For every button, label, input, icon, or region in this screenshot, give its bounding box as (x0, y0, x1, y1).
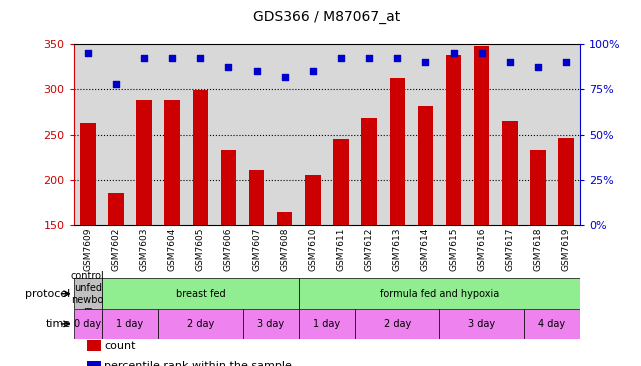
Text: GSM7612: GSM7612 (365, 228, 374, 271)
Point (561, 59, 571, 65)
Point (449, 50, 459, 56)
FancyBboxPatch shape (440, 309, 524, 339)
Point (533, 64, 543, 70)
Text: GSM7617: GSM7617 (505, 228, 514, 271)
Text: count: count (104, 340, 136, 351)
Text: GSM7603: GSM7603 (140, 228, 149, 271)
Bar (221, 150, 236, 361)
Bar (362, 118, 377, 361)
Bar (108, 193, 124, 361)
Text: breast fed: breast fed (176, 289, 225, 299)
FancyBboxPatch shape (355, 309, 440, 339)
Text: GSM7611: GSM7611 (337, 228, 345, 271)
Text: percentile rank within the sample: percentile rank within the sample (104, 361, 292, 366)
Text: GSM7602: GSM7602 (112, 228, 121, 271)
Text: protocol: protocol (25, 289, 71, 299)
Bar (192, 90, 208, 361)
Text: GSM7615: GSM7615 (449, 228, 458, 271)
Text: GSM7605: GSM7605 (196, 228, 205, 271)
Point (111, 81, 121, 87)
Point (336, 56, 346, 61)
FancyBboxPatch shape (74, 309, 102, 339)
Text: GSM7609: GSM7609 (83, 228, 92, 271)
Text: GSM7606: GSM7606 (224, 228, 233, 271)
Text: 1 day: 1 day (117, 319, 144, 329)
Text: control
unfed
newbo
rn: control unfed newbo rn (71, 271, 104, 316)
Point (251, 68, 262, 74)
Point (279, 74, 290, 79)
Text: 3 day: 3 day (468, 319, 495, 329)
Text: 4 day: 4 day (538, 319, 565, 329)
Text: GSM7618: GSM7618 (533, 228, 542, 271)
Point (392, 56, 403, 61)
Bar (249, 170, 264, 361)
Text: GSM7604: GSM7604 (168, 228, 177, 271)
Bar (333, 139, 349, 361)
FancyBboxPatch shape (242, 309, 299, 339)
Text: 3 day: 3 day (257, 319, 284, 329)
FancyBboxPatch shape (158, 309, 242, 339)
Bar (80, 123, 96, 361)
Point (504, 59, 515, 65)
Bar (474, 46, 489, 361)
Text: GSM7616: GSM7616 (477, 228, 486, 271)
FancyBboxPatch shape (524, 309, 580, 339)
Point (308, 68, 318, 74)
Point (83, 50, 93, 56)
Text: formula fed and hypoxia: formula fed and hypoxia (380, 289, 499, 299)
Point (476, 50, 487, 56)
Bar (390, 78, 405, 361)
Bar (530, 150, 545, 361)
Bar (277, 212, 292, 361)
Text: 2 day: 2 day (187, 319, 214, 329)
Text: GSM7608: GSM7608 (280, 228, 289, 271)
FancyBboxPatch shape (102, 278, 299, 309)
Point (167, 56, 178, 61)
Bar (558, 138, 574, 361)
Point (420, 59, 431, 65)
Text: 1 day: 1 day (313, 319, 340, 329)
Bar (305, 175, 320, 361)
Bar (165, 100, 180, 361)
Text: GSM7619: GSM7619 (562, 228, 570, 271)
FancyBboxPatch shape (74, 278, 102, 309)
Text: 0 day: 0 day (74, 319, 101, 329)
Text: GDS366 / M87067_at: GDS366 / M87067_at (253, 10, 401, 24)
Point (364, 56, 374, 61)
Text: GSM7614: GSM7614 (421, 228, 430, 271)
Bar (137, 100, 152, 361)
Text: 2 day: 2 day (383, 319, 411, 329)
Point (223, 64, 233, 70)
Point (195, 56, 205, 61)
Bar (445, 55, 462, 361)
Text: GSM7613: GSM7613 (393, 228, 402, 271)
Point (139, 56, 149, 61)
Text: time: time (46, 319, 71, 329)
FancyBboxPatch shape (299, 278, 580, 309)
Bar (418, 105, 433, 361)
Bar (502, 121, 517, 361)
Text: GSM7610: GSM7610 (308, 228, 317, 271)
Text: GSM7607: GSM7607 (252, 228, 261, 271)
FancyBboxPatch shape (299, 309, 355, 339)
FancyBboxPatch shape (102, 309, 158, 339)
